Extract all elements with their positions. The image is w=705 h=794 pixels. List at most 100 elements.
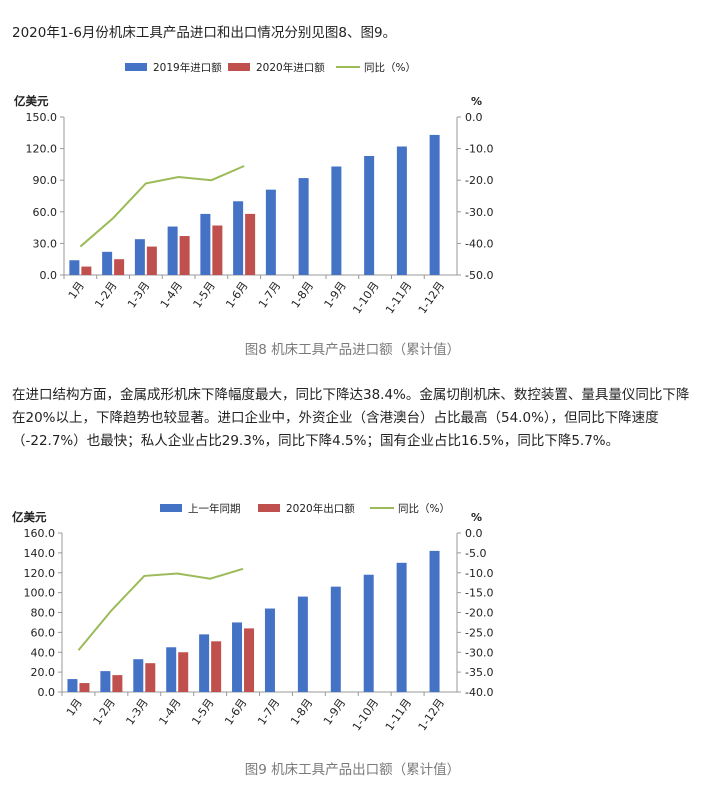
left-tick-label: 120.0 (26, 143, 58, 156)
left-axis-title: 亿美元 (12, 510, 47, 524)
bar-0-3 (166, 647, 177, 692)
left-tick-label: 0.0 (38, 686, 56, 699)
bar-0-4 (199, 634, 210, 692)
right-axis-title: % (471, 95, 482, 108)
bar-0-9 (364, 155, 375, 275)
x-tick-label: 1-3月 (123, 696, 150, 727)
x-tick-label: 1-2月 (92, 279, 119, 310)
bar-0-1 (102, 251, 113, 275)
right-tick-label: -5.0 (465, 547, 486, 560)
bar-0-8 (331, 166, 342, 275)
bar-0-6 (264, 608, 275, 692)
bar-1-1 (114, 259, 125, 275)
bar-0-11 (429, 134, 440, 275)
bar-0-0 (69, 260, 80, 275)
right-tick-label: -10.0 (465, 143, 493, 156)
x-tick-label: 1-8月 (289, 279, 316, 310)
bar-0-7 (298, 178, 309, 275)
left-tick-label: 160.0 (24, 527, 56, 540)
right-tick-label: -35.0 (465, 666, 493, 679)
bar-0-5 (232, 622, 243, 692)
legend-swatch-0 (160, 504, 182, 512)
left-tick-label: 80.0 (31, 607, 56, 620)
x-tick-label: 1-5月 (191, 279, 218, 310)
left-tick-label: 0.0 (40, 269, 58, 282)
intro-paragraph: 2020年1-6月份机床工具产品进口和出口情况分别见图8、图9。 (12, 25, 397, 41)
bar-0-9 (363, 574, 374, 692)
bar-1-2 (146, 246, 157, 275)
left-tick-label: 30.0 (33, 237, 58, 250)
bar-1-1 (112, 675, 123, 692)
chart-export: 上一年同期 2020年出口额 同比（%） 亿美元 % 0.0 20.0 40.0 60.0 80.… (12, 502, 493, 733)
x-tick-label: 1-10月 (350, 279, 381, 316)
right-tick-label: -20.0 (465, 174, 493, 187)
x-tick-label: 1-7月 (256, 279, 283, 310)
left-tick-label: 150.0 (26, 111, 58, 124)
legend-swatch-0 (125, 63, 147, 71)
x-tick-label: 1-2月 (91, 696, 118, 727)
legend-label-1: 2020年出口额 (286, 502, 355, 515)
x-tick-label: 1-3月 (125, 279, 152, 310)
legend-swatch-1 (228, 63, 250, 71)
x-tick-label: 1-8月 (288, 696, 315, 727)
bar-1-0 (79, 683, 90, 692)
x-tick-label: 1-10月 (350, 696, 381, 733)
bar-1-5 (245, 213, 256, 275)
left-tick-label: 60.0 (33, 206, 58, 219)
bar-0-7 (297, 596, 308, 692)
x-tick-label: 1-9月 (322, 279, 349, 310)
right-tick-label: -30.0 (465, 646, 493, 659)
left-tick-label: 90.0 (33, 174, 58, 187)
bar-0-3 (167, 226, 178, 275)
bar-1-4 (212, 225, 223, 275)
x-tick-label: 1-11月 (383, 696, 414, 733)
right-tick-label: -30.0 (465, 206, 493, 219)
bar-0-2 (134, 239, 145, 275)
bar-0-2 (133, 659, 144, 692)
x-tick-label: 1-7月 (255, 696, 282, 727)
x-tick-label: 1-9月 (321, 696, 348, 727)
bar-1-2 (145, 663, 156, 692)
bar-0-4 (200, 213, 211, 275)
left-tick-label: 60.0 (31, 626, 56, 639)
right-tick-label: -15.0 (465, 587, 493, 600)
figure-caption-import: 图8 机床工具产品进口额（累计值） (244, 342, 461, 358)
bar-1-0 (81, 266, 92, 275)
left-tick-label: 140.0 (24, 547, 56, 560)
legend-label-1: 2020年进口额 (256, 61, 325, 74)
left-tick-label: 40.0 (31, 646, 56, 659)
line-series-2 (77, 567, 244, 651)
left-tick-label: 20.0 (31, 666, 56, 679)
bar-0-6 (265, 189, 276, 275)
right-tick-label: -20.0 (465, 607, 493, 620)
x-tick-label: 1-6月 (222, 696, 249, 727)
x-tick-label: 1月 (66, 279, 87, 301)
bar-0-11 (429, 550, 440, 692)
bar-0-10 (396, 562, 407, 692)
bar-1-3 (179, 236, 190, 275)
right-tick-label: 0.0 (465, 111, 483, 124)
body-paragraph: 在进口结构方面，金属成形机床下降幅度最大，同比下降达38.4%。金属切削机床、数… (12, 387, 690, 449)
legend-label-2: 同比（%） (398, 502, 450, 515)
right-axis-title: % (471, 511, 482, 524)
legend-swatch-1 (258, 504, 280, 512)
left-tick-label: 100.0 (24, 587, 56, 600)
x-tick-label: 1-11月 (383, 279, 414, 316)
x-tick-label: 1-5月 (189, 696, 216, 727)
bar-1-4 (211, 641, 222, 692)
x-tick-label: 1-4月 (158, 279, 185, 310)
right-tick-label: -25.0 (465, 626, 493, 639)
legend-label-0: 上一年同期 (188, 502, 241, 515)
x-tick-label: 1-4月 (156, 696, 183, 727)
x-tick-label: 1-12月 (416, 279, 447, 316)
chart-import: 2019年进口额 2020年进口额 同比（%） 亿美元 % 0.0 30.0 60.0 90.0… (14, 61, 493, 316)
bar-1-5 (244, 628, 255, 692)
x-tick-label: 1-6月 (223, 279, 250, 310)
figure-caption-export: 图9 机床工具产品出口额（累计值） (244, 762, 461, 778)
right-tick-label: -40.0 (465, 686, 493, 699)
left-axis-title: 亿美元 (14, 94, 49, 108)
right-tick-label: 0.0 (465, 527, 483, 540)
left-tick-label: 120.0 (24, 567, 56, 580)
bar-0-8 (330, 586, 341, 692)
bar-0-5 (233, 201, 244, 275)
